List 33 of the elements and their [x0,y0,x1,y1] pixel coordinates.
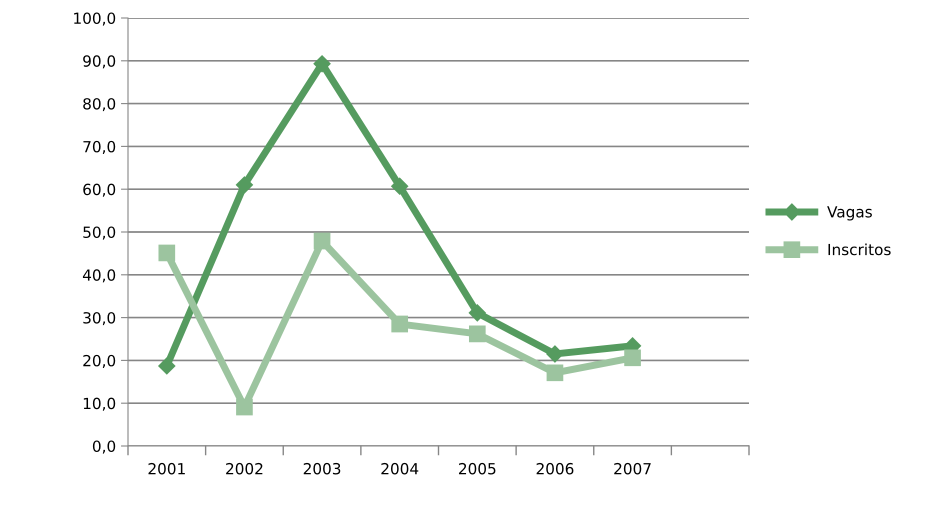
y-tick-label: 10,0 [84,398,116,411]
point [158,244,176,262]
point [158,357,176,375]
x-tick-label: 2006 [536,462,574,474]
y-tick-label: 0,0 [92,440,116,454]
y-tick-label: 90,0 [83,55,116,68]
point [624,350,641,366]
y-tick-label: 30,0 [83,312,116,326]
x-tick-label: 2005 [458,462,496,474]
legend-label: Inscritos [828,243,891,256]
y-tick-label: 70,0 [83,140,116,154]
x-tick-label: 2004 [381,462,418,474]
y-tick-label: 60,0 [83,184,116,197]
point [546,345,564,363]
y-tick-label: 100,0 [74,12,116,26]
point [546,364,564,382]
x-tick-label: 2001 [148,462,185,474]
x-tick-label: 2007 [614,462,651,474]
y-tick-label: 80,0 [83,98,116,112]
legend-label: Vagas [827,206,872,221]
point [236,398,253,416]
point [468,326,486,342]
point [468,304,486,322]
y-tick-label: 40,0 [82,269,116,282]
point [391,178,408,195]
point [236,176,253,194]
point [391,316,408,332]
y-tick-label: 20,0 [83,354,116,368]
x-tick-label: 2002 [226,462,262,474]
point [314,55,331,72]
y-tick-label: 50,0 [83,226,116,240]
point [314,232,330,250]
x-tick-label: 2003 [304,462,340,474]
